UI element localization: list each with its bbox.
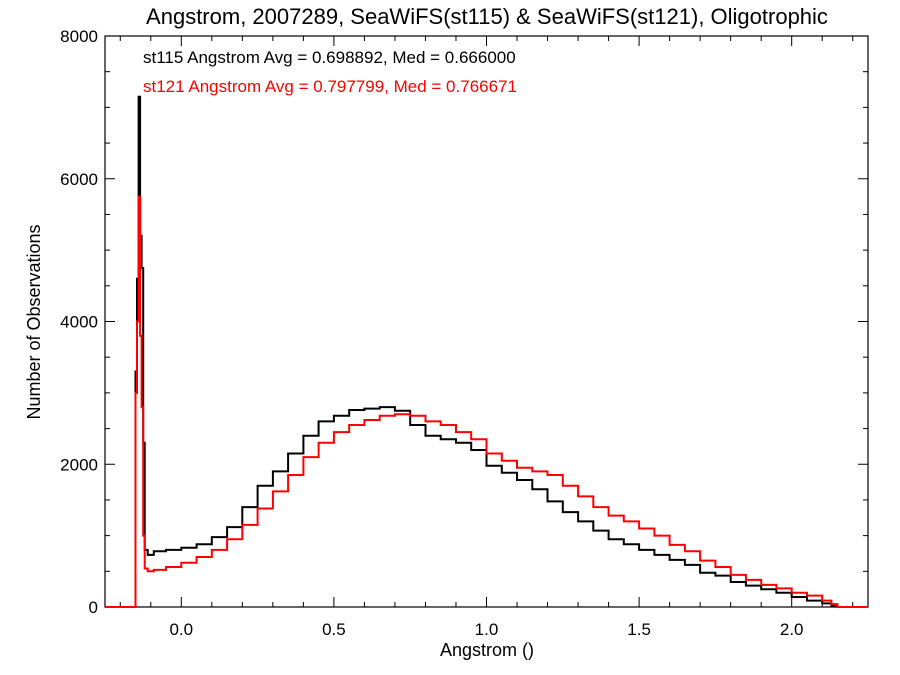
x-tick-label: 0.0 [169,620,193,639]
series-line-st115 [105,95,868,608]
y-tick-label: 6000 [60,170,98,189]
x-tick-label: 0.5 [322,620,346,639]
x-tick-label: 1.0 [475,620,499,639]
y-axis-ticks: 0 2000 4000 6000 8000 [60,27,868,617]
series-line-st121 [105,195,868,608]
y-tick-label: 4000 [60,313,98,332]
y-tick-label: 2000 [60,455,98,474]
y-axis-label: Number of Observations [24,224,44,419]
x-axis-label: Angstrom () [440,640,534,660]
annotation-st121: st121 Angstrom Avg = 0.797799, Med = 0.7… [143,77,517,96]
x-tick-label: 2.0 [780,620,804,639]
series-layer [105,95,868,608]
plot-frame [104,35,869,608]
annotation-st115: st115 Angstrom Avg = 0.698892, Med = 0.6… [143,48,516,67]
x-axis-ticks: 0.0 0.5 1.0 1.5 2.0 [119,36,854,639]
chart-title: Angstrom, 2007289, SeaWiFS(st115) & SeaW… [146,4,828,29]
y-tick-label: 0 [89,598,98,617]
y-tick-label: 8000 [60,27,98,46]
x-tick-label: 1.5 [627,620,651,639]
